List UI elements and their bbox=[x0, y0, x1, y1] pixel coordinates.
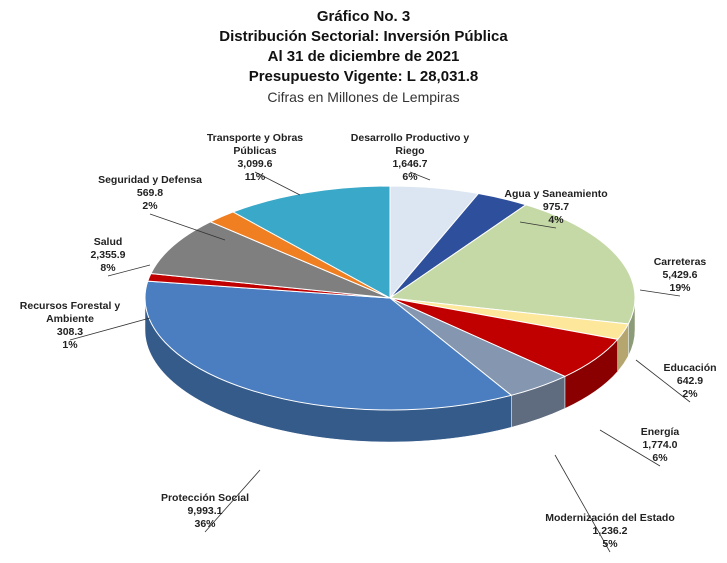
label-percent: 19% bbox=[669, 282, 691, 294]
slice-label: Protección Social 9,993.1 36% bbox=[135, 492, 275, 531]
label-value: 1,646.7 bbox=[392, 158, 428, 170]
chart-title: Al 31 de diciembre de 2021 bbox=[267, 48, 460, 65]
label-percent: 6% bbox=[402, 171, 418, 183]
label-value: 3,099.6 bbox=[237, 158, 273, 170]
label-value: 308.3 bbox=[56, 326, 84, 338]
slice bbox=[150, 221, 391, 299]
slice-label: Recursos Forestal y Ambiente 308.3 1% bbox=[0, 300, 140, 352]
chart-subtitle: Cifras en Millones de Lempiras bbox=[267, 89, 460, 105]
label-value: 642.9 bbox=[676, 375, 704, 387]
leader-line bbox=[554, 454, 611, 553]
slice-label: Transporte y Obras Públicas 3,099.6 11% bbox=[185, 132, 325, 184]
label-percent: 6% bbox=[652, 452, 668, 464]
slice-label: Desarrollo Productivo y Riego 1,646.7 6% bbox=[340, 132, 480, 184]
label-name: Desarrollo Productivo y Riego bbox=[350, 132, 470, 157]
label-value: 975.7 bbox=[542, 201, 570, 213]
leader-line bbox=[149, 213, 226, 241]
slice-label: Carreteras 5,429.6 19% bbox=[610, 256, 727, 295]
label-name: Seguridad y Defensa bbox=[98, 174, 202, 186]
leader-line bbox=[519, 221, 557, 229]
label-name: Energía bbox=[640, 426, 680, 438]
label-value: 9,993.1 bbox=[187, 505, 223, 517]
label-name: Carreteras bbox=[653, 256, 707, 268]
leader-line bbox=[635, 359, 691, 403]
label-name: Agua y Saneamiento bbox=[504, 188, 608, 200]
slice-label: Modernización del Estado 1,236.2 5% bbox=[540, 512, 680, 551]
leader-line bbox=[599, 429, 661, 467]
label-name: Salud bbox=[93, 236, 123, 248]
chart-title: Gráfico No. 3 bbox=[316, 8, 411, 25]
label-name: Educación bbox=[663, 362, 717, 374]
label-value: 2,355.9 bbox=[90, 249, 126, 261]
label-value: 5,429.6 bbox=[662, 269, 698, 281]
slice-label: Educación 642.9 2% bbox=[620, 362, 727, 401]
slice-label: Salud 2,355.9 8% bbox=[38, 236, 178, 275]
label-name: Recursos Forestal y Ambiente bbox=[19, 300, 121, 325]
label-value: 569.8 bbox=[136, 187, 164, 199]
label-percent: 5% bbox=[602, 538, 618, 550]
label-percent: 2% bbox=[142, 200, 158, 212]
label-percent: 2% bbox=[682, 388, 698, 400]
label-percent: 4% bbox=[548, 214, 564, 226]
leader-line bbox=[204, 469, 261, 533]
slice bbox=[388, 204, 636, 325]
slice-label: Agua y Saneamiento 975.7 4% bbox=[486, 188, 626, 227]
label-name: Protección Social bbox=[160, 492, 250, 504]
label-percent: 1% bbox=[62, 339, 78, 351]
slice-label: Seguridad y Defensa 569.8 2% bbox=[80, 174, 220, 213]
leader-line bbox=[254, 171, 301, 196]
label-percent: 11% bbox=[244, 171, 266, 183]
slice-label: Energía 1,774.0 6% bbox=[590, 426, 727, 465]
slice bbox=[144, 280, 513, 411]
label-name: Transporte y Obras Públicas bbox=[206, 132, 304, 157]
chart-title: Presupuesto Vigente: L 28,031.8 bbox=[248, 68, 479, 85]
label-value: 1,774.0 bbox=[642, 439, 678, 451]
leader-line bbox=[409, 171, 431, 181]
leader-line bbox=[639, 289, 681, 297]
slice bbox=[231, 185, 391, 299]
leader-line bbox=[69, 317, 151, 341]
chart-title: Distribución Sectorial: Inversión Públic… bbox=[219, 28, 508, 45]
label-value: 1,236.2 bbox=[592, 525, 628, 537]
label-percent: 8% bbox=[100, 262, 116, 274]
label-percent: 36% bbox=[194, 518, 216, 530]
leader-line bbox=[107, 264, 151, 277]
label-name: Modernización del Estado bbox=[545, 512, 675, 524]
